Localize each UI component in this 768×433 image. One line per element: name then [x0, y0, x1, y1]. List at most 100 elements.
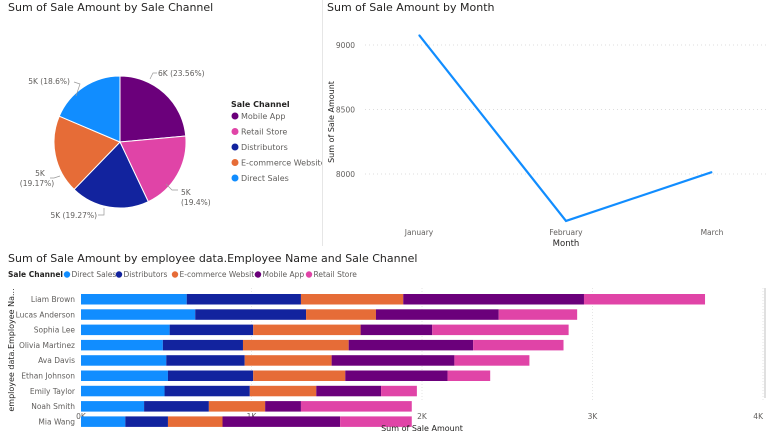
- x-tick-label: January: [404, 228, 434, 237]
- y-tick-label: 8500: [336, 106, 355, 115]
- bar-segment-2-1: [169, 324, 254, 336]
- legend-marker-2: [231, 143, 239, 151]
- y-tick-label: Ava Davis: [38, 356, 75, 365]
- y-tick-label: Emily Taylor: [30, 387, 76, 396]
- line-point-2: [711, 171, 713, 173]
- bar-segment-6-3: [316, 385, 382, 397]
- y-tick-label: Lucas Anderson: [16, 310, 76, 319]
- pie-slice-4: [58, 75, 121, 143]
- x-axis-title: Month: [553, 239, 580, 248]
- y-axis-title: employee data.Employee Na...: [7, 288, 16, 411]
- y-tick-label: Mia Wang: [38, 417, 75, 426]
- y-tick-label: 9000: [336, 41, 355, 50]
- pie-leader-line-4: [73, 81, 81, 97]
- bar-legend-item: Direct Sales: [72, 270, 117, 279]
- bar-segment-7-4: [300, 401, 412, 412]
- bar-segment-4-1: [166, 355, 245, 366]
- x-tick-label: 3K: [588, 412, 599, 421]
- bar-segment-6-4: [381, 385, 417, 397]
- pie-data-label-0: 6K (23.56%): [158, 69, 205, 78]
- bar-segment-2-0: [81, 324, 170, 336]
- pie-data-label-1: 5K: [181, 188, 192, 197]
- pie-data-label-2: 5K (19.27%): [50, 211, 97, 220]
- legend-marker-1: [115, 271, 123, 278]
- bar-segment-7-2: [208, 401, 266, 412]
- pie-leader-line-3: [50, 175, 61, 179]
- bar-segment-4-0: [81, 355, 167, 366]
- legend-marker-3: [231, 159, 239, 166]
- bar-segment-3-2: [242, 339, 349, 351]
- line-series: [418, 34, 713, 223]
- bar-chart: Sale Channel Direct Sales Distributors E-co…: [7, 270, 766, 433]
- bar-segment-2-2: [253, 324, 361, 336]
- bar-segment-8-1: [125, 416, 168, 427]
- bar-title: Sum of Sale Amount by employee data.Empl…: [8, 252, 418, 265]
- pie-legend-item: Direct Sales: [241, 174, 289, 183]
- pie-slice-2: [73, 141, 149, 209]
- x-tick-label: 2K: [417, 412, 428, 421]
- x-tick-label: February: [549, 228, 583, 237]
- y-tick-label: Ethan Johnson: [21, 372, 75, 381]
- bar-segment-0-3: [403, 294, 584, 305]
- bar-segment-1-2: [306, 309, 376, 320]
- pie-data-label-1: (19.4%): [181, 198, 211, 207]
- bar-segment-4-4: [454, 355, 530, 366]
- bar-segment-8-3: [222, 416, 341, 427]
- line-title: Sum of Sale Amount by Month: [327, 1, 495, 14]
- bar-segment-6-2: [249, 385, 317, 397]
- pie-chart: 6K (23.56%)5K(19.4%)5K (19.27%)5K(19.17%…: [20, 69, 322, 220]
- bar-segment-2-4: [432, 324, 569, 336]
- bar-segment-8-0: [81, 416, 126, 427]
- line-point-1: [565, 220, 567, 222]
- y-tick-label: Liam Brown: [31, 295, 75, 304]
- bar-segment-6-0: [81, 385, 165, 397]
- legend-marker-2: [171, 271, 179, 278]
- pie-data-label-3: 5K: [35, 169, 46, 178]
- legend-marker-3: [254, 271, 262, 278]
- bar-segment-3-0: [81, 339, 163, 351]
- bar-segment-1-0: [81, 309, 196, 320]
- bar-segment-7-0: [81, 401, 145, 412]
- bar-segment-5-4: [447, 370, 491, 381]
- legend-marker-4: [305, 271, 313, 278]
- pie-slice-3: [53, 115, 121, 191]
- bar-segment-5-2: [253, 370, 346, 381]
- bar-segment-5-0: [81, 370, 168, 381]
- y-tick-label: Olivia Martinez: [19, 341, 75, 350]
- bar-legend-title: Sale Channel: [8, 270, 63, 279]
- pie-legend-title: Sale Channel: [231, 100, 290, 109]
- pie-legend-item: Distributors: [241, 143, 288, 152]
- bar-legend-item: Mobile App: [263, 270, 305, 279]
- bar-legend-item: E-commerce Website: [180, 270, 260, 279]
- x-tick-label: March: [701, 228, 724, 237]
- legend-marker-0: [63, 271, 71, 278]
- bar-segment-3-1: [162, 339, 243, 351]
- bar-segment-1-3: [375, 309, 499, 320]
- pie-slice-0: [119, 75, 187, 143]
- x-axis-title: Sum of Sale Amount: [381, 424, 463, 433]
- divider: [322, 0, 323, 246]
- bar-segment-8-2: [167, 416, 223, 427]
- pie-legend-item: Mobile App: [241, 112, 285, 121]
- line-panel: Sum of Sale Amount by Month 8000 8500 9000…: [325, 0, 768, 248]
- y-tick-label: Sophia Lee: [34, 326, 76, 335]
- bar-segment-5-1: [167, 370, 254, 381]
- bar-segment-0-0: [81, 294, 187, 305]
- bar-segment-1-1: [195, 309, 307, 320]
- bar-segment-3-3: [348, 339, 474, 351]
- bar-segment-8-4: [340, 416, 412, 427]
- y-tick-label: 8000: [336, 170, 355, 179]
- pie-slice-1: [119, 135, 187, 203]
- bar-segment-6-1: [164, 385, 250, 397]
- pie-leader-line-2: [98, 208, 105, 216]
- bar-segment-0-2: [300, 294, 404, 305]
- x-tick-label: 4K: [753, 412, 764, 421]
- legend-marker-1: [231, 128, 239, 135]
- pie-data-label-3: (19.17%): [20, 179, 55, 188]
- y-tick-label: Noah Smith: [31, 402, 75, 411]
- pie-data-label-4: 5K (18.6%): [28, 77, 70, 86]
- pie-legend-item: E-commerce Website: [241, 159, 322, 168]
- y-axis-title: Sum of Sale Amount: [327, 81, 336, 163]
- bar-segment-0-1: [186, 294, 301, 305]
- pie-leader-line-1: [165, 183, 178, 191]
